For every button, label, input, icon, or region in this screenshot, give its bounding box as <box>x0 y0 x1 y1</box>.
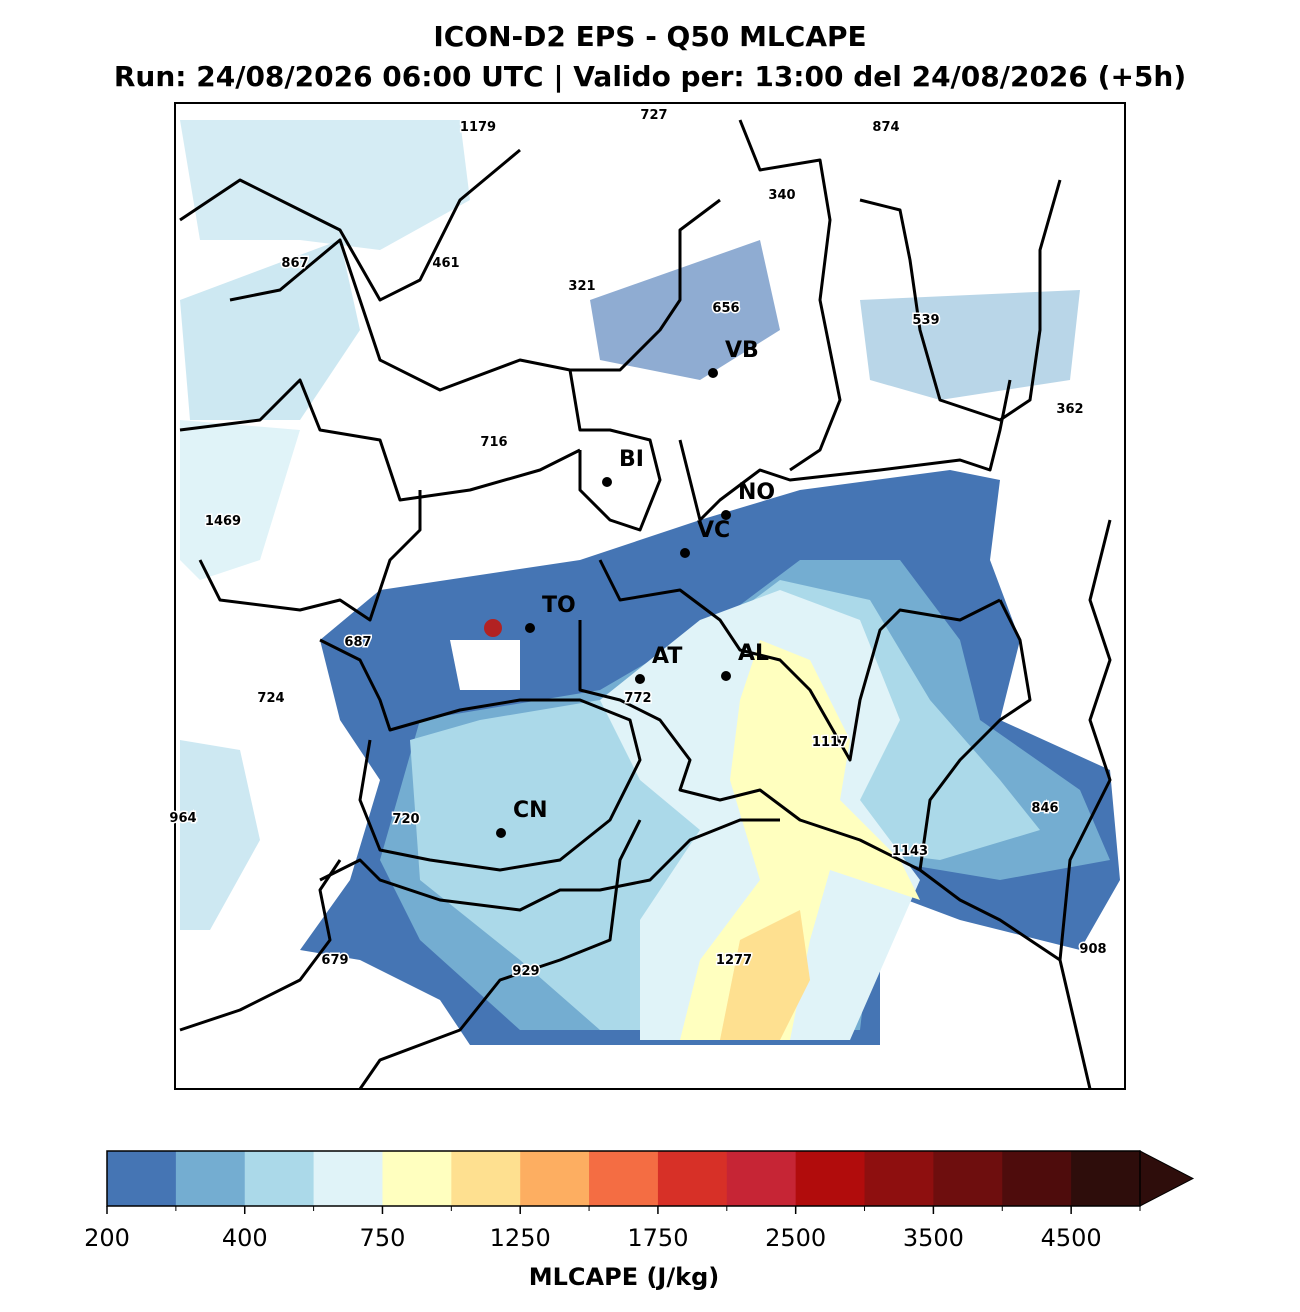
city-dot <box>496 828 506 838</box>
value-label: 340 <box>768 188 795 203</box>
value-label: 1277 <box>716 953 752 968</box>
value-label: 1179 <box>460 120 496 135</box>
value-label: 321 <box>568 279 595 294</box>
colorbar-swatch <box>657 1151 728 1206</box>
value-label: 461 <box>432 256 459 271</box>
value-label: 1143 <box>892 844 928 859</box>
city-dot <box>708 368 718 378</box>
cape-field <box>180 120 1120 1045</box>
colorbar-swatch <box>451 1151 521 1206</box>
value-label: 867 <box>281 256 308 271</box>
value-label: 964 <box>169 811 196 826</box>
value-label: 716 <box>480 435 507 450</box>
colorbar-swatch <box>520 1151 590 1206</box>
cities: VB BI NO VC TO AT AL CN <box>496 338 775 838</box>
value-label: 720 <box>392 812 419 827</box>
city-label: VC <box>697 518 730 543</box>
value-label: 656 <box>712 301 739 316</box>
value-label: 687 <box>344 635 371 650</box>
colorbar-tick-label: 4500 <box>1041 1224 1102 1252</box>
value-label: 874 <box>872 120 899 135</box>
value-label: 908 <box>1079 942 1106 957</box>
value-label: 1469 <box>205 514 241 529</box>
value-label: 772 <box>624 691 651 706</box>
colorbar-swatch <box>1071 1151 1141 1206</box>
colorbar-tick-label: 2500 <box>765 1224 826 1252</box>
colorbar-tick-label: 200 <box>84 1224 130 1252</box>
colorbar: 200 400 750 1250 1750 2500 3500 4500 <box>84 1150 1195 1252</box>
city-dot <box>680 548 690 558</box>
city-dot <box>721 510 731 520</box>
city-dot <box>721 671 731 681</box>
colorbar-label: MLCAPE (J/kg) <box>529 1263 719 1291</box>
city-label: NO <box>738 480 775 505</box>
city-label: VB <box>725 338 759 363</box>
colorbar-extend <box>1139 1150 1195 1207</box>
subtitle: Run: 24/08/2026 06:00 UTC | Valido per: … <box>114 60 1186 93</box>
colorbar-swatch <box>726 1151 797 1206</box>
city-label: BI <box>619 447 644 472</box>
value-label: 679 <box>321 953 348 968</box>
colorbar-tick-label: 1250 <box>490 1224 551 1252</box>
value-labels: 1179 727 874 340 867 461 321 656 539 362 716 1469 68… <box>168 107 1108 981</box>
colorbar-tick-label: 3500 <box>903 1224 964 1252</box>
colorbar-swatch <box>313 1151 383 1206</box>
colorbar-swatch <box>382 1151 452 1206</box>
value-label: 539 <box>912 313 939 328</box>
colorbar-swatch <box>107 1151 177 1206</box>
city-label: AL <box>738 641 769 666</box>
value-label: 727 <box>640 108 667 123</box>
city-dot <box>525 623 535 633</box>
colorbar-swatch <box>1002 1151 1072 1206</box>
colorbar-swatch <box>589 1151 659 1206</box>
value-label: 724 <box>257 691 284 706</box>
colorbar-swatch <box>864 1151 934 1206</box>
value-label: 929 <box>512 964 539 979</box>
city-dot <box>635 674 645 684</box>
colorbar-outline <box>106 1150 1141 1207</box>
title: ICON-D2 EPS - Q50 MLCAPE <box>433 20 866 53</box>
map-frame <box>174 102 1126 1090</box>
colorbar-tick-label: 750 <box>360 1224 406 1252</box>
borders <box>179 119 1112 1089</box>
colorbar-tick-label: 400 <box>222 1224 268 1252</box>
value-label: 1117 <box>812 735 848 750</box>
colorbar-tick-label: 1750 <box>627 1224 688 1252</box>
colorbar-swatch <box>175 1151 246 1206</box>
colorbar-swatch <box>244 1151 315 1206</box>
city-label: TO <box>542 593 576 618</box>
city-label: AT <box>652 644 682 669</box>
colorbar-swatch <box>795 1151 866 1206</box>
location-marker <box>484 619 502 637</box>
city-label: CN <box>513 798 548 823</box>
city-dot <box>602 477 612 487</box>
colorbar-swatch <box>933 1151 1003 1206</box>
value-label: 846 <box>1031 801 1058 816</box>
value-label: 362 <box>1056 402 1083 417</box>
